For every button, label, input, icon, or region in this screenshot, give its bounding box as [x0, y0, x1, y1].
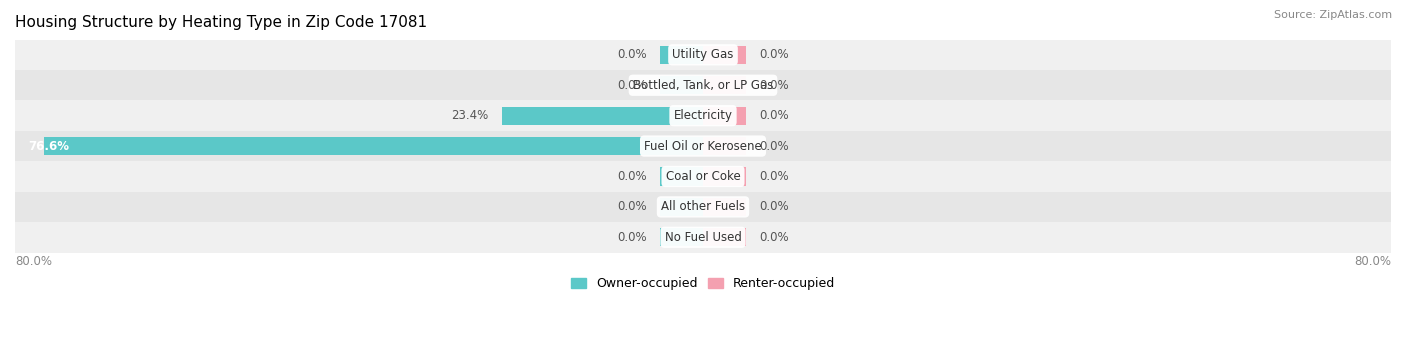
Text: 0.0%: 0.0% [617, 48, 647, 61]
Text: 0.0%: 0.0% [617, 170, 647, 183]
Bar [659, 76, 703, 94]
Text: 80.0%: 80.0% [1354, 255, 1391, 268]
Text: 80.0%: 80.0% [15, 255, 52, 268]
Bar [15, 131, 1391, 161]
Text: 0.0%: 0.0% [759, 48, 789, 61]
Bar [15, 192, 1391, 222]
Text: All other Fuels: All other Fuels [661, 201, 745, 213]
Bar [15, 161, 1391, 192]
Bar [659, 228, 703, 247]
Legend: Owner-occupied, Renter-occupied: Owner-occupied, Renter-occupied [567, 272, 839, 295]
Bar [703, 46, 747, 64]
Text: 0.0%: 0.0% [759, 231, 789, 244]
Bar [703, 198, 747, 216]
Bar [15, 40, 1391, 70]
Bar [44, 137, 703, 155]
Text: 0.0%: 0.0% [759, 109, 789, 122]
Text: 0.0%: 0.0% [759, 79, 789, 92]
Text: 0.0%: 0.0% [759, 170, 789, 183]
Text: 0.0%: 0.0% [759, 139, 789, 152]
Text: No Fuel Used: No Fuel Used [665, 231, 741, 244]
Bar [659, 167, 703, 186]
Bar [703, 137, 747, 155]
Bar [703, 76, 747, 94]
Text: 0.0%: 0.0% [759, 201, 789, 213]
Bar [15, 101, 1391, 131]
Bar [15, 70, 1391, 101]
Bar [703, 228, 747, 247]
Text: Utility Gas: Utility Gas [672, 48, 734, 61]
Bar [502, 106, 703, 125]
Bar [659, 198, 703, 216]
Text: Fuel Oil or Kerosene: Fuel Oil or Kerosene [644, 139, 762, 152]
Text: Bottled, Tank, or LP Gas: Bottled, Tank, or LP Gas [633, 79, 773, 92]
Bar [659, 46, 703, 64]
Text: 76.6%: 76.6% [28, 139, 69, 152]
Text: Electricity: Electricity [673, 109, 733, 122]
Bar [703, 106, 747, 125]
Text: Housing Structure by Heating Type in Zip Code 17081: Housing Structure by Heating Type in Zip… [15, 15, 427, 30]
Text: Source: ZipAtlas.com: Source: ZipAtlas.com [1274, 10, 1392, 20]
Bar [703, 167, 747, 186]
Text: 0.0%: 0.0% [617, 79, 647, 92]
Text: 0.0%: 0.0% [617, 231, 647, 244]
Text: 23.4%: 23.4% [451, 109, 489, 122]
Text: 0.0%: 0.0% [617, 201, 647, 213]
Text: Coal or Coke: Coal or Coke [665, 170, 741, 183]
Bar [15, 222, 1391, 252]
